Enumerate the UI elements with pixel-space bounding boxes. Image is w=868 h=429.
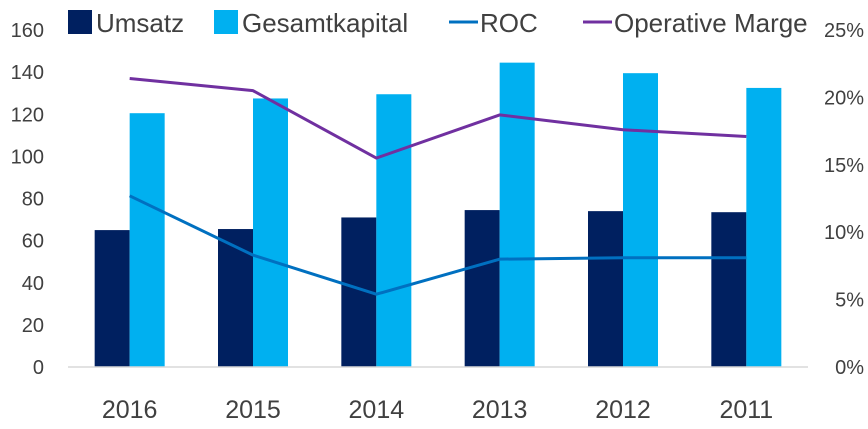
legend-label: Umsatz: [96, 8, 184, 38]
bar-umsatz-2016: [94, 230, 130, 367]
legend-label: Operative Marge: [614, 8, 808, 38]
left-axis-tick-label: 120: [11, 104, 44, 126]
legend-swatch: [214, 10, 238, 34]
right-axis-tick-label: 15%: [824, 155, 864, 177]
x-axis: 2016 2015 2014 2013 2012 2011: [102, 396, 773, 424]
left-axis-tick-label: 80: [22, 189, 44, 211]
legend-swatch: [68, 10, 92, 34]
bar-umsatz-2011: [711, 212, 747, 367]
line-roc: [129, 194, 747, 296]
right-axis-tick-label: 0%: [835, 357, 864, 379]
right-axis-tick-label: 10%: [824, 222, 864, 244]
left-axis-tick-label: 160: [11, 20, 44, 42]
left-axis-tick-label: 60: [22, 231, 44, 253]
left-axis-tick-label: 40: [22, 273, 44, 295]
x-axis-tick-label: 2014: [349, 396, 405, 424]
bar-gesamtkapital-2011: [746, 87, 782, 367]
left-axis-tick-label: 100: [11, 146, 44, 168]
legend-label: Gesamtkapital: [242, 8, 408, 38]
bar-umsatz-2012: [588, 211, 623, 367]
x-axis-tick-label: 2016: [102, 396, 158, 424]
bar-umsatz-2013: [464, 210, 500, 367]
x-axis-tick-label: 2012: [595, 396, 651, 424]
bar-umsatz-2015: [218, 229, 253, 367]
x-axis-tick-label: 2011: [719, 396, 773, 424]
right-axis-tick-label: 20%: [824, 87, 864, 109]
bar-gesamtkapital-2015: [253, 98, 288, 367]
left-axis-tick-label: 0: [33, 357, 44, 379]
legend: Umsatz Gesamtkapital ROC Operative Marge: [68, 8, 808, 38]
legend-label: ROC: [480, 8, 538, 38]
right-axis-tick-label: 25%: [824, 20, 864, 42]
bar-gesamtkapital-2016: [129, 113, 165, 368]
bar-gesamtkapital-2012: [623, 73, 658, 367]
left-axis-tick-label: 140: [11, 62, 44, 84]
right-axis-tick-label: 5%: [835, 290, 864, 312]
left-axis-tick-label: 20: [22, 315, 44, 337]
bar-gesamtkapital-2014: [376, 94, 412, 367]
line-series: [129, 77, 747, 296]
x-axis-tick-label: 2013: [472, 396, 528, 424]
left-axis: 0 20 40 60 80 100 120 140 160: [11, 20, 44, 379]
line-operative-marge: [129, 77, 747, 160]
right-axis: 0% 5% 10% 15% 20% 25%: [824, 20, 864, 379]
x-axis-tick-label: 2015: [225, 396, 281, 424]
bar-series: [94, 62, 782, 368]
bar-gesamtkapital-2013: [499, 62, 535, 367]
